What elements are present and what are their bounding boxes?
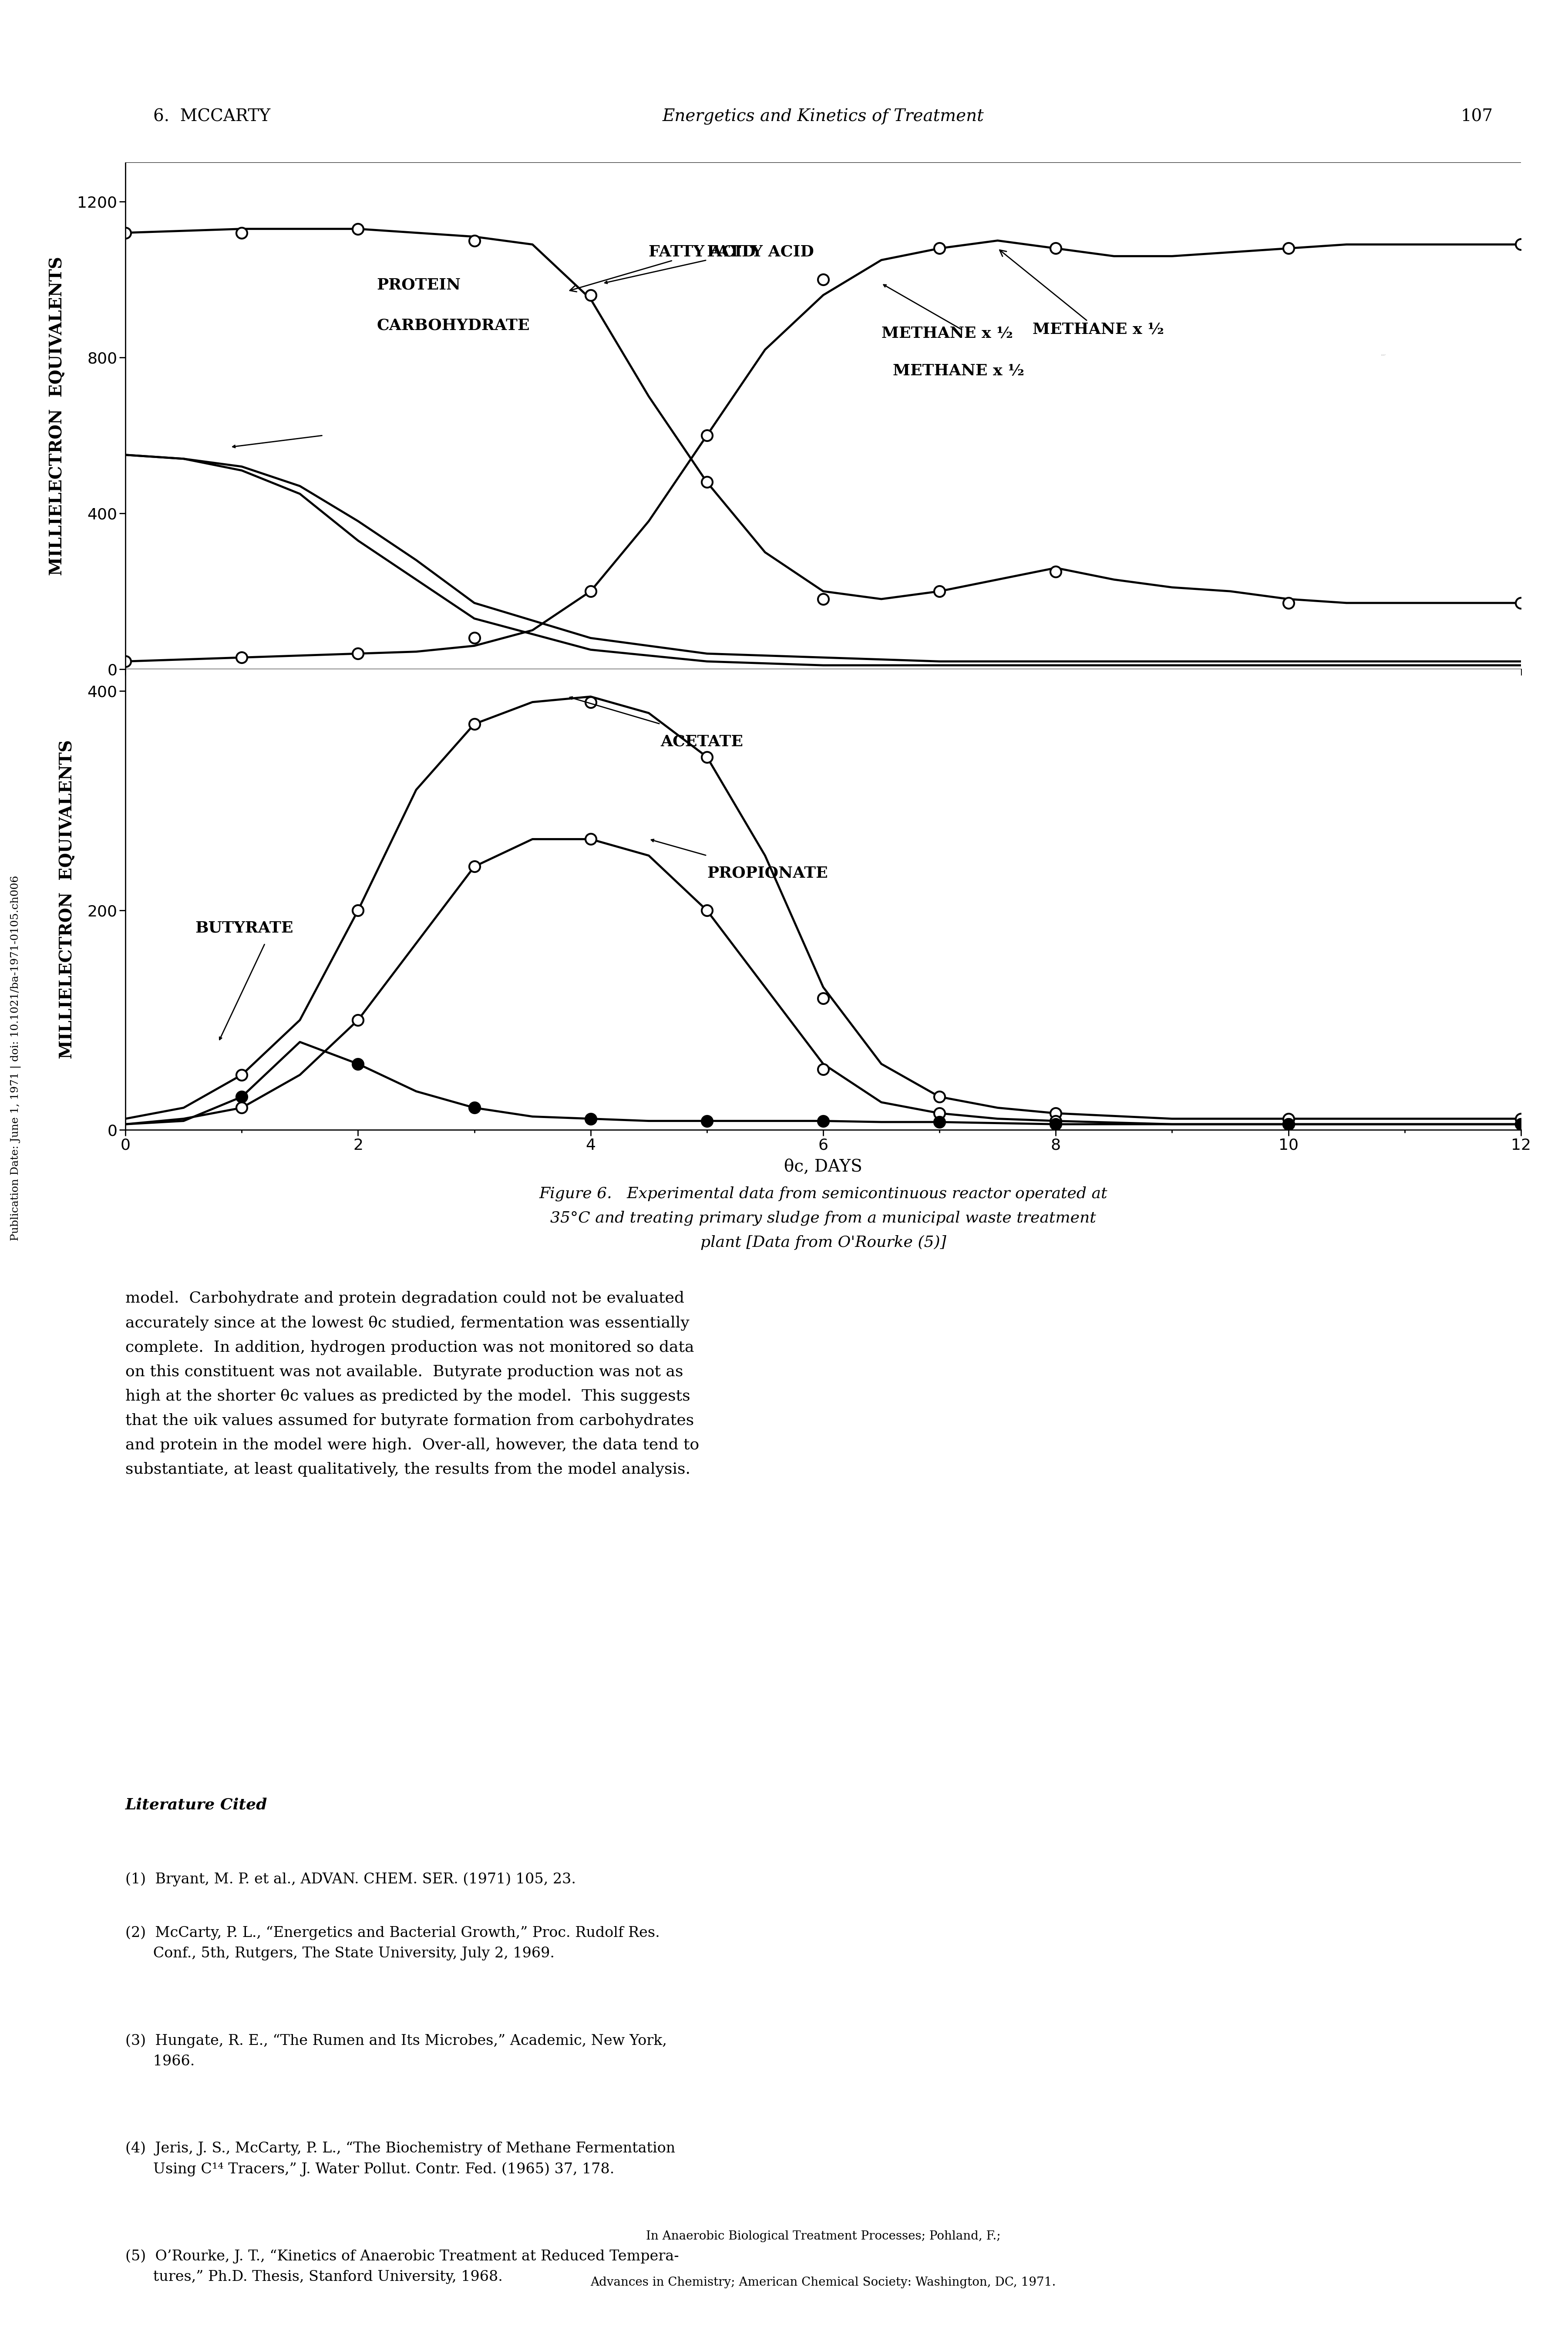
Text: CARBOHYDRATE: CARBOHYDRATE [376,317,530,334]
Text: Publication Date: June 1, 1971 | doi: 10.1021/ba-1971-0105.ch006: Publication Date: June 1, 1971 | doi: 10… [11,875,20,1241]
Text: METHANE x ½: METHANE x ½ [894,364,1024,379]
Text: BUTYRATE: BUTYRATE [194,922,293,936]
Text: (4)  Jeris, J. S., McCarty, P. L., “The Biochemistry of Methane Fermentation
   : (4) Jeris, J. S., McCarty, P. L., “The B… [125,2142,676,2177]
Text: Figure 6.   Experimental data from semicontinuous reactor operated at
35°C and t: Figure 6. Experimental data from semicon… [539,1187,1107,1251]
Text: (3)  Hungate, R. E., “The Rumen and Its Microbes,” Academic, New York,
      196: (3) Hungate, R. E., “The Rumen and Its M… [125,2034,666,2069]
Text: ACETATE: ACETATE [660,734,743,750]
Text: Literature Cited: Literature Cited [125,1799,268,1813]
Text: PROPIONATE: PROPIONATE [707,865,828,882]
Y-axis label: MILLIELECTRON  EQUIVALENTS: MILLIELECTRON EQUIVALENTS [49,256,66,576]
Text: (2)  McCarty, P. L., “Energetics and Bacterial Growth,” Proc. Rudolf Res.
      : (2) McCarty, P. L., “Energetics and Bact… [125,1925,660,1961]
Text: model.  Carbohydrate and protein degradation could not be evaluated
accurately s: model. Carbohydrate and protein degradat… [125,1291,699,1476]
Text: 107: 107 [1461,108,1493,125]
Text: PROTEIN: PROTEIN [376,277,461,292]
Y-axis label: MILLIELECTRON  EQUIVALENTS: MILLIELECTRON EQUIVALENTS [58,741,75,1058]
Text: METHANE x ½: METHANE x ½ [881,327,1013,341]
Text: In Anaerobic Biological Treatment Processes; Pohland, F.;: In Anaerobic Biological Treatment Proces… [646,2231,1000,2243]
Text: Energetics and Kinetics of Treatment: Energetics and Kinetics of Treatment [662,108,985,125]
Text: FATTY ACID: FATTY ACID [569,245,756,292]
X-axis label: θc, DAYS: θc, DAYS [784,1159,862,1176]
Text: (1)  Bryant, M. P. et al., ADVAN. CHEM. SER. (1971) 105, 23.: (1) Bryant, M. P. et al., ADVAN. CHEM. S… [125,1871,575,1886]
Text: Advances in Chemistry; American Chemical Society: Washington, DC, 1971.: Advances in Chemistry; American Chemical… [591,2276,1055,2288]
Text: METHANE x ½: METHANE x ½ [1000,249,1163,336]
Text: FATTY ACID: FATTY ACID [707,245,814,259]
Text: 6.  MCCARTY: 6. MCCARTY [154,108,271,125]
Text: (5)  O’Rourke, J. T., “Kinetics of Anaerobic Treatment at Reduced Tempera-
     : (5) O’Rourke, J. T., “Kinetics of Anaero… [125,2250,679,2283]
